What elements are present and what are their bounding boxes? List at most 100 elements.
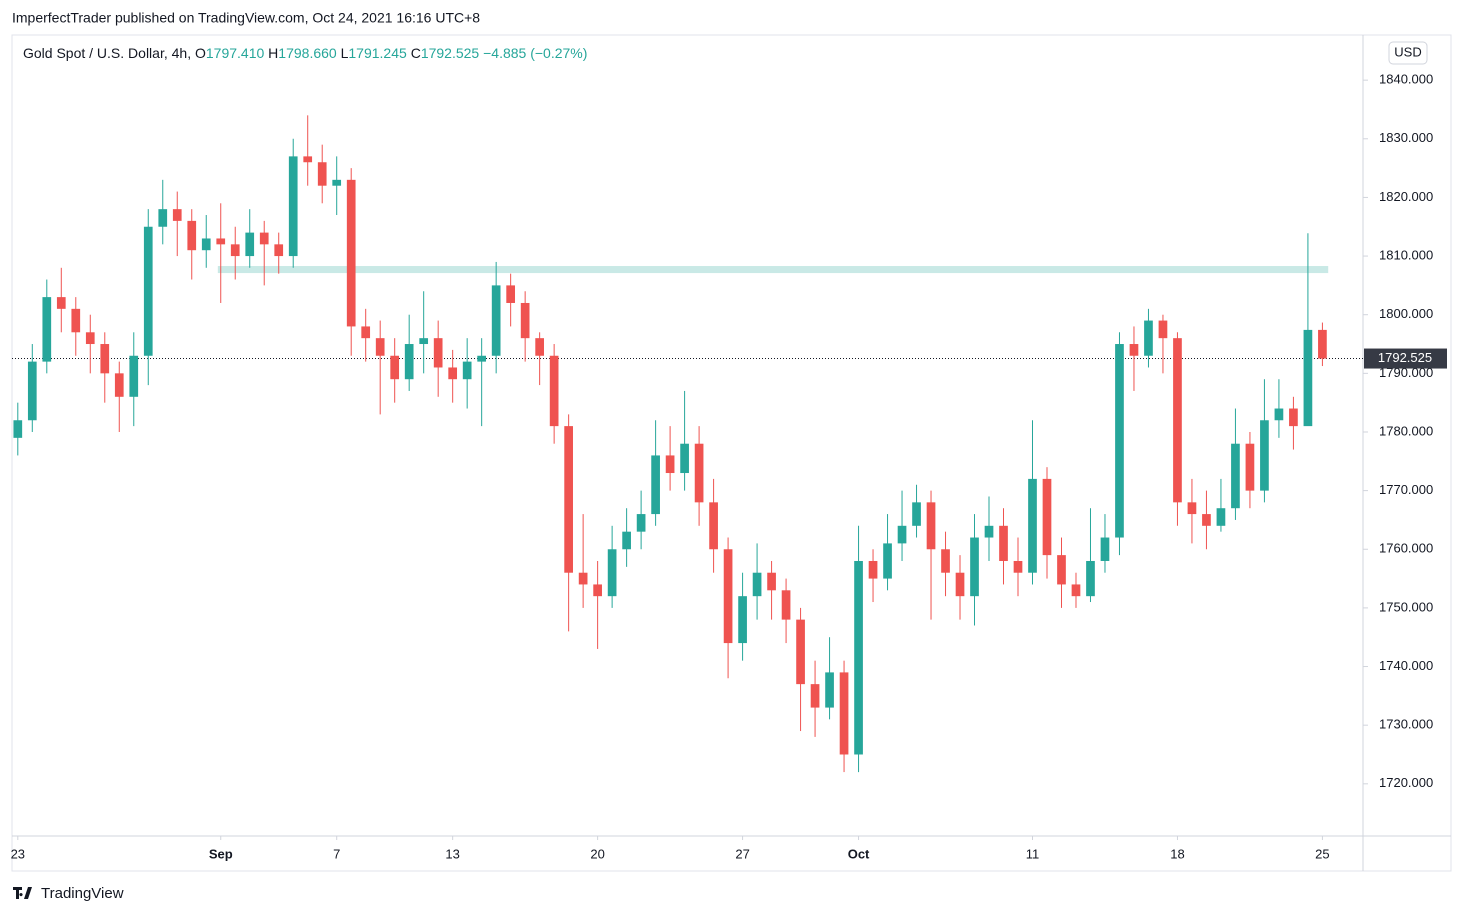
candle-body <box>1144 320 1153 356</box>
candle-body <box>303 156 313 163</box>
symbol-name: Gold Spot / U.S. Dollar, 4h, <box>23 45 191 61</box>
candle-body <box>535 338 544 356</box>
candle-body <box>723 549 733 644</box>
candle-body <box>1274 408 1284 421</box>
brand: TradingView <box>41 885 124 902</box>
candle-body <box>172 209 182 221</box>
candle-body <box>1260 420 1269 491</box>
candle-body <box>1028 478 1037 573</box>
candle-body <box>636 514 646 532</box>
close: 1792.525 <box>421 45 480 61</box>
l-label: L <box>341 45 349 61</box>
candle-body <box>230 244 240 257</box>
candle-body <box>332 179 342 186</box>
candle-body <box>520 302 530 339</box>
y-tick-label: 1740.000 <box>1379 658 1433 673</box>
y-tick-label: 1830.000 <box>1379 130 1433 145</box>
candle-body <box>1173 338 1182 503</box>
currency: USD <box>1394 44 1421 59</box>
candle-body <box>13 420 23 438</box>
y-tick-label: 1810.000 <box>1379 248 1433 263</box>
candle-body <box>317 162 327 186</box>
candle-body <box>216 238 226 245</box>
frame <box>11 34 1452 872</box>
candle-body <box>593 584 602 597</box>
candle-body <box>868 560 878 579</box>
candle-body <box>477 355 487 362</box>
x-tick-label: 13 <box>445 846 459 861</box>
candle-body <box>622 531 631 550</box>
currency-box[interactable] <box>1388 41 1428 65</box>
candle-body <box>781 590 791 620</box>
candle-body <box>158 209 168 227</box>
candle-body <box>709 502 718 550</box>
candle-body <box>1318 329 1327 359</box>
candle-body <box>1100 537 1110 561</box>
candle-body <box>1042 478 1052 556</box>
y-tick-label: 1770.000 <box>1379 482 1433 497</box>
candle-body <box>926 502 936 550</box>
x-tick-label: 20 <box>590 846 604 861</box>
candle-body <box>245 232 255 257</box>
candle-body <box>941 549 950 573</box>
candle-body <box>984 525 994 538</box>
last-price-box <box>1364 348 1447 369</box>
candle-body <box>738 596 747 644</box>
candle-body <box>375 338 385 356</box>
candle-body <box>564 426 573 573</box>
candle-body <box>549 355 559 427</box>
footer-logo <box>13 887 32 899</box>
candle-body <box>1245 443 1255 491</box>
candle-body <box>810 684 820 708</box>
candle-body <box>912 502 921 526</box>
resistance-zone <box>217 266 1329 274</box>
x-tick-label: 7 <box>333 846 340 861</box>
candle-body <box>506 285 516 303</box>
change: −4.885 (−0.27%) <box>483 45 587 61</box>
candle-body <box>114 373 124 397</box>
candle-body <box>1129 344 1139 356</box>
candle-body <box>390 355 400 380</box>
candle-body <box>27 361 37 421</box>
candle-body <box>854 560 863 755</box>
candle-body <box>970 537 979 597</box>
candle-body <box>578 572 588 585</box>
y-tick-label: 1800.000 <box>1379 306 1433 321</box>
candle-body <box>752 572 762 597</box>
candle-body <box>1086 560 1095 597</box>
candle-body <box>883 543 892 579</box>
candle-body <box>288 156 298 257</box>
candle-body <box>100 344 110 374</box>
x-tick-label: 25 <box>1315 846 1329 861</box>
candle-body <box>361 326 371 339</box>
y-tick-label: 1760.000 <box>1379 541 1433 556</box>
candle-body <box>274 244 284 257</box>
open: 1797.410 <box>206 45 265 61</box>
x-tick-label: 11 <box>1026 846 1040 861</box>
candle-body <box>651 455 660 515</box>
x-tick-label: Oct <box>848 846 870 861</box>
last-price-label: 1792.525 <box>1378 350 1432 365</box>
candle-body <box>129 355 139 397</box>
candle-body <box>1158 320 1168 339</box>
candle-body <box>1202 514 1211 526</box>
candle-body <box>1057 555 1066 585</box>
y-tick-label: 1730.000 <box>1379 717 1433 732</box>
x-tick-label: Sep <box>209 846 233 861</box>
candle-body <box>346 179 356 327</box>
x-tick-label: 27 <box>735 846 749 861</box>
publisher: ImperfectTrader published on TradingView… <box>12 10 480 26</box>
y-tick-label: 1820.000 <box>1379 189 1433 204</box>
candle-body <box>999 525 1008 561</box>
candle-body <box>187 220 197 251</box>
c-label: C <box>411 45 421 61</box>
y-tick-label: 1720.000 <box>1379 775 1433 790</box>
candle-body <box>56 297 66 309</box>
candle-body <box>419 338 429 345</box>
candle-body <box>1071 584 1081 597</box>
y-tick-label: 1750.000 <box>1379 599 1433 614</box>
candle-body <box>491 285 501 356</box>
candle-body <box>259 232 269 245</box>
